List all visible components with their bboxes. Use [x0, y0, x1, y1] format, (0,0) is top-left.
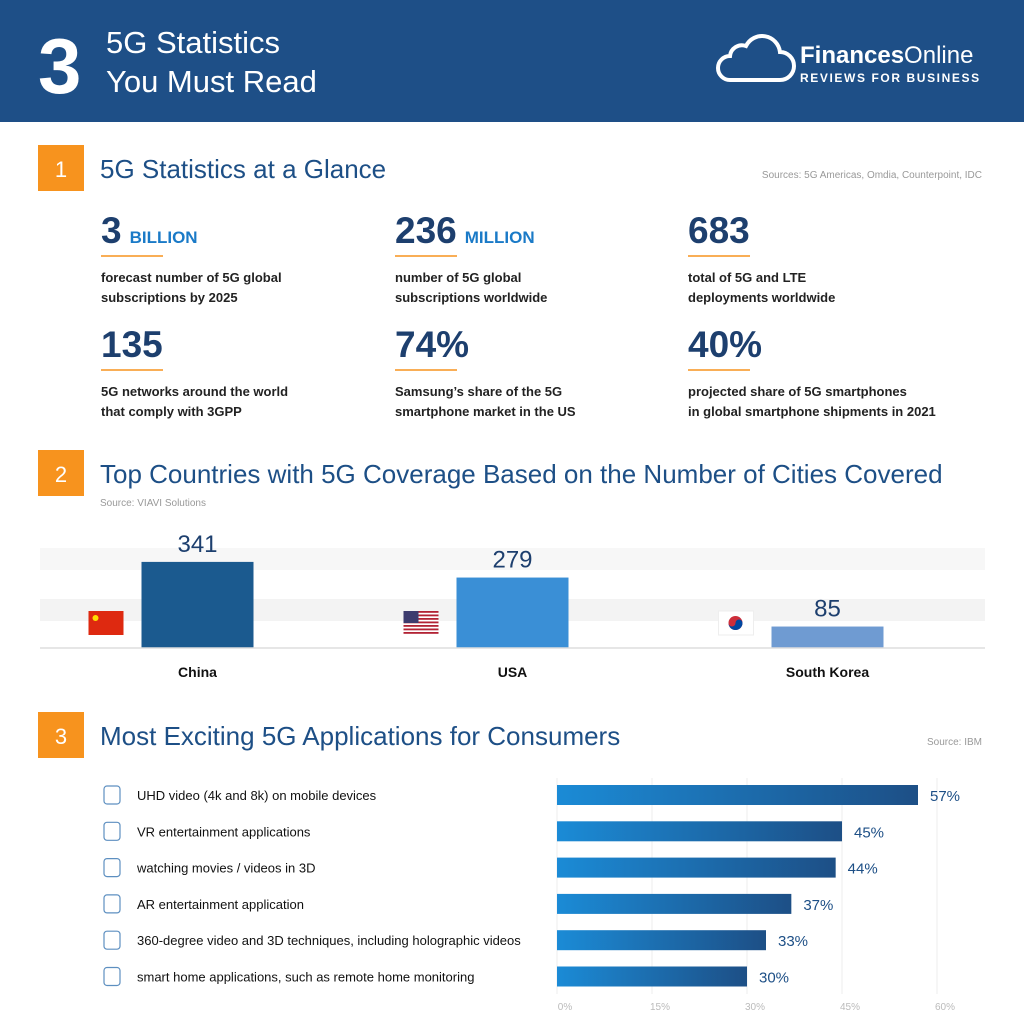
category-label: smart home applications, such as remote … — [137, 970, 474, 985]
category-label: UHD video (4k and 8k) on mobile devices — [137, 788, 377, 803]
stat-value: 236 — [395, 210, 457, 251]
category-label: AR entertainment application — [137, 897, 304, 912]
bar-value-label: 30% — [759, 970, 789, 987]
section-badge — [38, 145, 84, 191]
stat-description: Samsung’s share of the 5G — [395, 384, 562, 399]
category-label: 360-degree video and 3D techniques, incl… — [137, 933, 521, 948]
flag — [728, 619, 743, 631]
category-label: watching movies / videos in 3D — [136, 861, 315, 876]
flag — [403, 632, 439, 634]
section-number: 3 — [55, 724, 67, 749]
flag — [403, 621, 439, 624]
icon — [103, 785, 121, 805]
flag — [403, 618, 439, 620]
bar-value-label: 44% — [848, 861, 878, 878]
icon — [103, 930, 121, 950]
bar-value-label: 341 — [177, 531, 217, 558]
x-tick-label: 45% — [840, 1002, 860, 1013]
bar-value-label: 85 — [814, 596, 841, 623]
icon — [103, 894, 121, 914]
stat-value: 683 — [688, 210, 750, 251]
bg-stripe — [40, 548, 985, 570]
icon — [103, 857, 121, 878]
bar — [557, 893, 792, 914]
flag — [403, 625, 439, 627]
x-tick-label: 15% — [650, 1002, 670, 1013]
stat-description: total of 5G and LTE — [688, 270, 807, 285]
flag — [403, 611, 419, 623]
flag — [403, 611, 439, 613]
stat: 74% — [395, 324, 469, 365]
x-tick-label: USA — [498, 664, 528, 680]
stat-description: number of 5G global — [395, 270, 521, 285]
stat-description: deployments worldwide — [688, 290, 835, 305]
stat: 236 MILLION — [395, 210, 535, 251]
bar — [141, 561, 254, 648]
section-number: 2 — [55, 462, 67, 487]
stat-description: in global smartphone shipments in 2021 — [688, 404, 936, 419]
x-tick-label: 30% — [745, 1002, 765, 1013]
stat-description: forecast number of 5G global — [101, 270, 282, 285]
section-title: Most Exciting 5G Applications for Consum… — [100, 721, 620, 751]
header-bg — [0, 0, 1024, 122]
stat: 40% — [688, 324, 762, 365]
icon — [103, 966, 121, 987]
flag — [92, 615, 99, 621]
x-tick-label: China — [178, 664, 217, 680]
bar — [557, 930, 766, 951]
section-source: Source: IBM — [927, 737, 982, 748]
section-badge — [38, 450, 84, 496]
section-badge — [38, 712, 84, 758]
bar-value-label: 37% — [803, 897, 833, 914]
x-tick-label: 60% — [935, 1002, 955, 1013]
section-number: 1 — [55, 157, 67, 182]
x-tick-label: South Korea — [786, 664, 869, 680]
stat-description: projected share of 5G smartphones — [688, 384, 907, 399]
logo-tagline: REVIEWS FOR BUSINESS — [800, 71, 981, 85]
stat-value: 3 — [101, 210, 122, 251]
bar — [456, 577, 569, 648]
stat-value: 40% — [688, 324, 762, 365]
bar-value-label: 279 — [492, 547, 532, 574]
logo-icon — [716, 34, 796, 82]
logo: FinancesOnline — [800, 42, 973, 69]
bar — [557, 857, 836, 878]
stat-description: smartphone market in the US — [395, 404, 576, 419]
stat-unit: BILLION — [130, 228, 198, 247]
bar — [557, 821, 842, 842]
stat-description: subscriptions worldwide — [395, 290, 547, 305]
section-source: Source: VIAVI Solutions — [100, 498, 206, 509]
header-title: You Must Read — [106, 64, 317, 99]
bar — [557, 785, 918, 805]
bar-value-label: 33% — [778, 933, 808, 950]
stat-description: that comply with 3GPP — [101, 404, 242, 419]
section-title: Top Countries with 5G Coverage Based on … — [100, 459, 943, 489]
section-source: Sources: 5G Americas, Omdia, Counterpoin… — [762, 170, 982, 181]
stat-unit: MILLION — [465, 228, 535, 247]
stat-description: subscriptions by 2025 — [101, 290, 238, 305]
x-tick-label: 0% — [558, 1002, 573, 1013]
flag — [403, 628, 439, 631]
stat-value: 135 — [101, 324, 163, 365]
stat-value: 74% — [395, 324, 469, 365]
stat: 135 — [101, 324, 163, 365]
bar — [771, 626, 884, 648]
flag — [403, 614, 439, 617]
bar-value-label: 45% — [854, 824, 884, 841]
icon — [103, 821, 121, 841]
stat: 3 BILLION — [101, 210, 198, 251]
logo-light: Online — [904, 42, 973, 69]
header-number: 3 — [38, 22, 81, 110]
category-label: VR entertainment applications — [137, 824, 311, 839]
stat: 683 — [688, 210, 750, 251]
section-title: 5G Statistics at a Glance — [100, 154, 386, 184]
flag — [88, 611, 124, 635]
logo-bold: Finances — [800, 42, 904, 69]
header-title: 5G Statistics — [106, 25, 280, 60]
bar — [557, 966, 747, 987]
bar-value-label: 57% — [930, 788, 960, 805]
stat-description: 5G networks around the world — [101, 384, 288, 399]
